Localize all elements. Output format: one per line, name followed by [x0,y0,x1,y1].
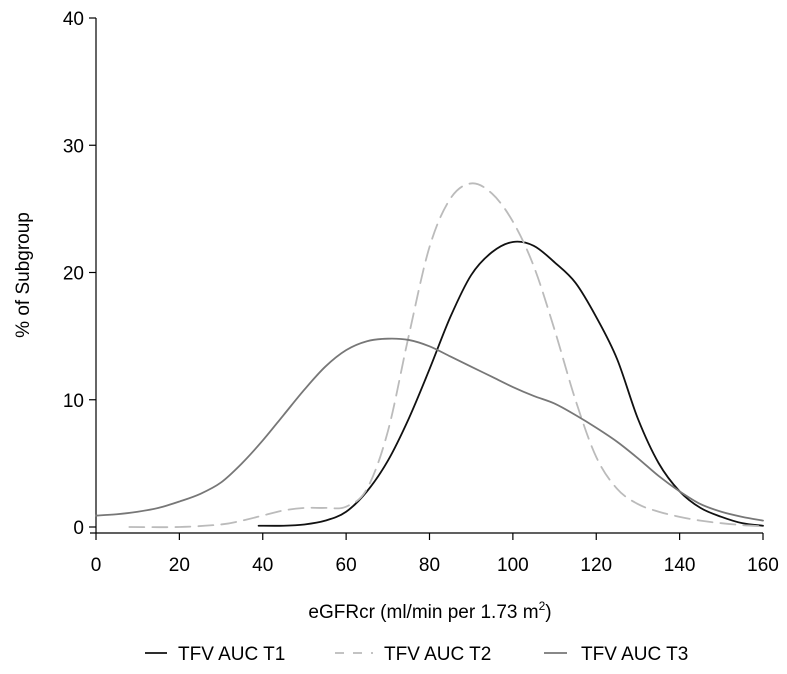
series-layer [95,182,764,529]
y-axis: 0 10 20 30 40 [63,9,96,539]
y-tick-label: 30 [63,136,84,157]
x-axis-title-superscript: 2 [539,599,546,613]
x-tick-label: 0 [91,555,102,576]
x-axis: 0 20 40 60 80 100 120 140 160 [91,533,779,576]
legend-label-3: TFV AUC T3 [581,644,688,665]
x-tick-label: 120 [580,555,612,576]
x-axis-title-suffix: ) [545,602,551,623]
x-tick-label: 100 [497,555,529,576]
legend-label-1: TFV AUC T1 [178,644,285,665]
y-tick-label: 10 [63,391,84,412]
series-line-2 [128,182,764,529]
x-tick-label: 60 [336,555,357,576]
legend-label-2: TFV AUC T2 [384,644,491,665]
series-line-3 [95,337,764,522]
legend: TFV AUC T1 TFV AUC T2 TFV AUC T3 [145,644,688,665]
x-axis-title-main: eGFRcr (ml/min per 1.73 m [308,602,538,623]
y-tick-label: 20 [63,264,84,285]
y-axis-title: % of Subgroup [13,212,34,338]
x-tick-label: 140 [664,555,696,576]
series-line-1 [257,240,764,527]
y-tick-label: 0 [73,518,84,539]
plot-area [90,18,763,534]
x-tick-label: 40 [252,555,273,576]
x-axis-title: eGFRcr (ml/min per 1.73 m2) [308,599,551,623]
y-tick-label: 40 [63,9,84,30]
x-tick-label: 160 [747,555,779,576]
x-tick-label: 20 [169,555,190,576]
x-tick-label: 80 [419,555,440,576]
